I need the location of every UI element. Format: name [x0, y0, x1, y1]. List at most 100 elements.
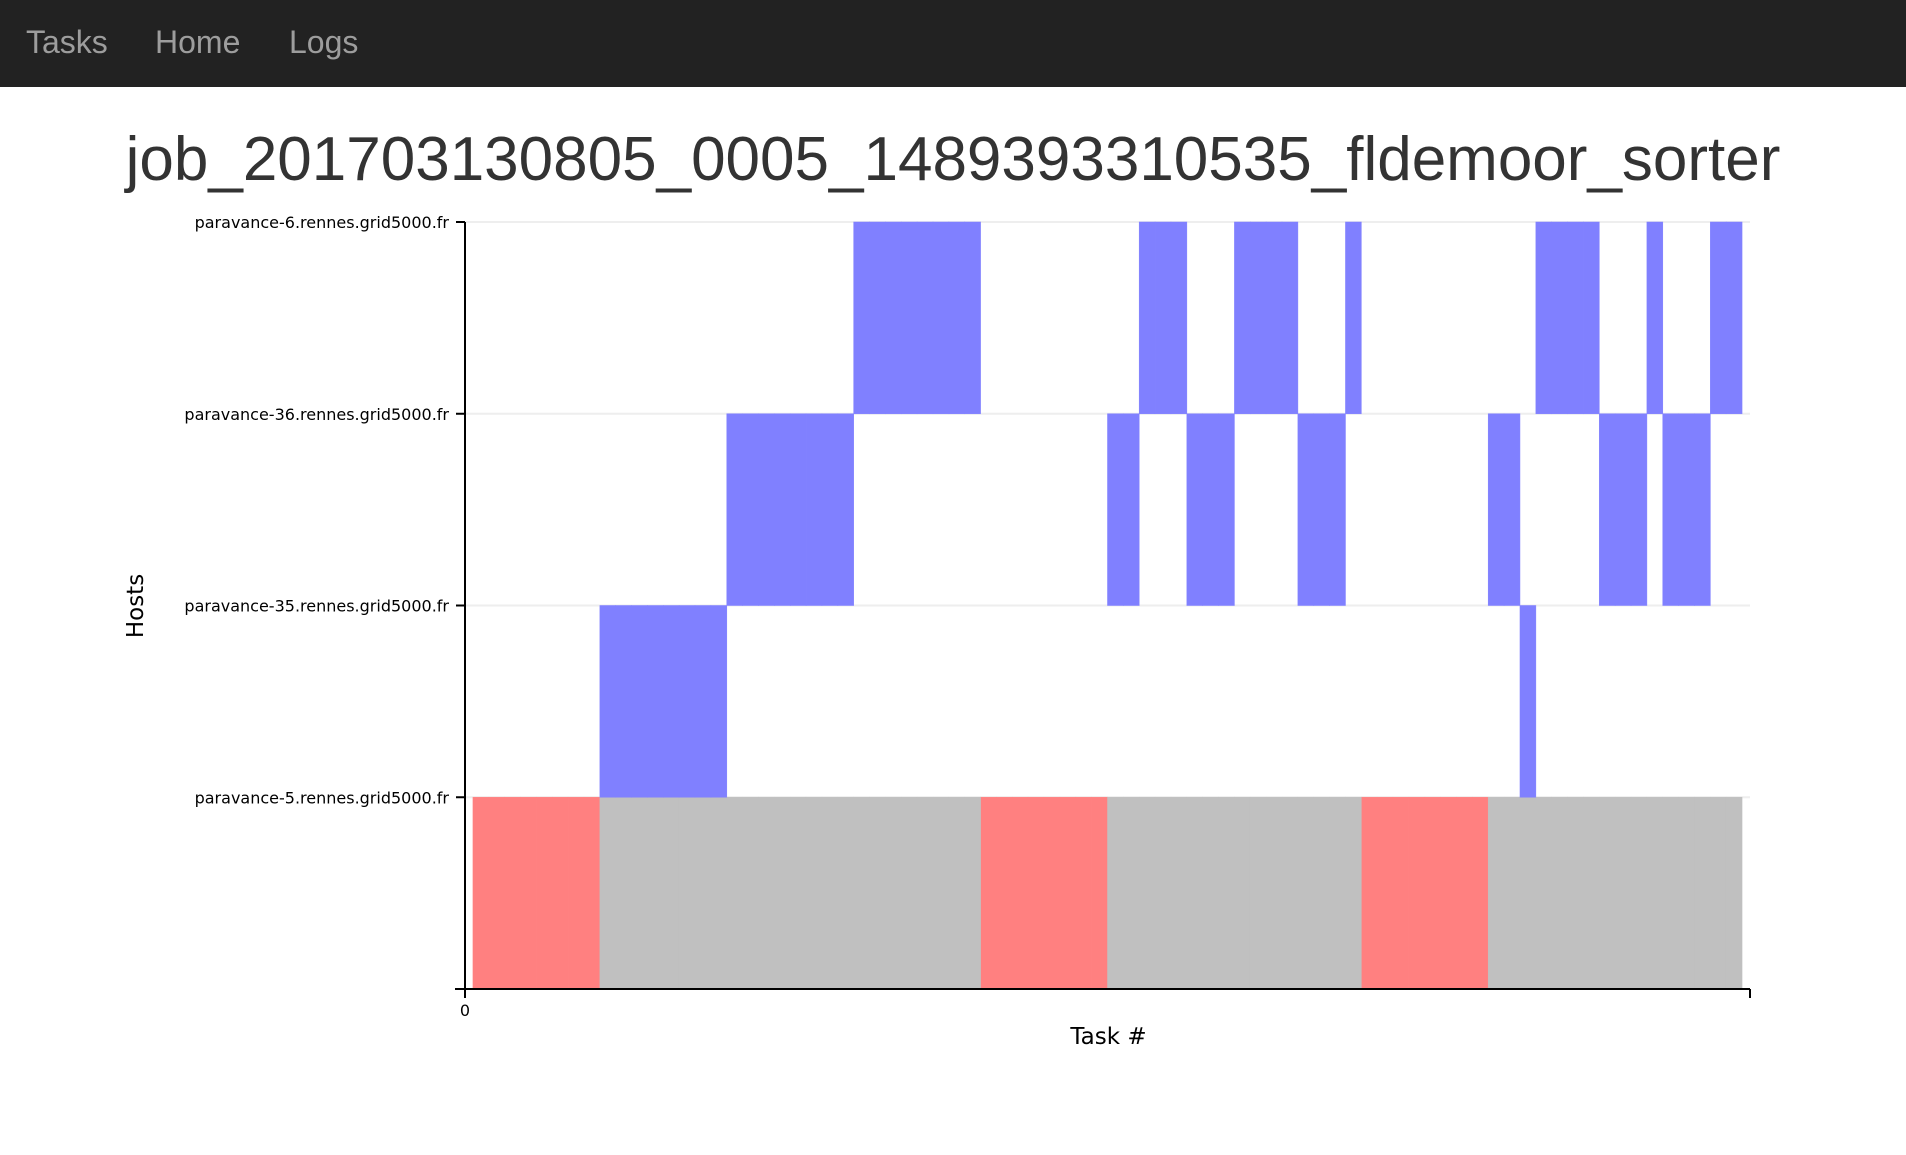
- task-bar: [1059, 796, 1077, 990]
- task-bar: [758, 796, 775, 990]
- task-bar: [1249, 796, 1267, 990]
- task-bar: [1012, 796, 1029, 990]
- task-bar: [1519, 796, 1537, 990]
- task-bar: [710, 605, 728, 798]
- task-bar: [1535, 221, 1552, 415]
- task-bar: [1218, 796, 1235, 990]
- task-bar: [551, 796, 569, 990]
- task-bar: [1075, 796, 1092, 990]
- task-bar: [726, 796, 743, 990]
- task-bar: [900, 221, 918, 415]
- task-bar: [1487, 796, 1505, 990]
- task-bar: [1281, 221, 1299, 415]
- task-bar: [631, 605, 648, 798]
- task-bar: [1503, 413, 1521, 606]
- task-bar: [1329, 413, 1346, 606]
- task-bar: [1154, 221, 1172, 415]
- task-bar: [1630, 796, 1648, 990]
- task-bar: [1265, 796, 1283, 990]
- task-bar: [1551, 221, 1568, 415]
- task-bar: [1614, 796, 1632, 990]
- task-bar: [1043, 796, 1061, 990]
- task-bar: [900, 796, 918, 990]
- y-axis-title: Hosts: [123, 574, 149, 638]
- task-bar: [615, 796, 632, 990]
- task-bar: [853, 221, 870, 415]
- nav-home-link[interactable]: Home: [155, 24, 241, 60]
- task-bar: [1202, 796, 1219, 990]
- task-bar: [504, 796, 521, 990]
- task-bar: [663, 605, 680, 798]
- task-bar: [885, 796, 902, 990]
- task-host-chart: paravance-5.rennes.grid5000.fr paravance-…: [123, 213, 1751, 1050]
- task-bar: [1583, 221, 1600, 415]
- task-bar: [1662, 796, 1679, 990]
- nav-tasks-link[interactable]: Tasks: [26, 24, 108, 60]
- task-bar: [1138, 796, 1156, 990]
- task-bar: [964, 796, 981, 990]
- task-bar: [1662, 413, 1679, 606]
- task-bar: [1361, 796, 1378, 990]
- task-bar: [1313, 413, 1330, 606]
- task-bar: [1408, 796, 1426, 990]
- task-bar: [1456, 796, 1473, 990]
- task-bar: [948, 796, 966, 990]
- task-bar: [1091, 796, 1108, 990]
- task-bar: [1345, 796, 1362, 990]
- task-bar: [1630, 413, 1648, 606]
- task-bar: [774, 796, 791, 990]
- task-bar: [1583, 796, 1600, 990]
- task-bar: [1218, 413, 1235, 606]
- task-bar: [1725, 796, 1743, 990]
- task-bar: [774, 413, 791, 606]
- task-bar: [694, 605, 712, 798]
- task-bar: [980, 796, 997, 990]
- task-bar: [1170, 796, 1188, 990]
- task-bar: [1440, 796, 1457, 990]
- task-bar: [1646, 221, 1664, 415]
- task-bar: [520, 796, 537, 990]
- task-bar: [1519, 605, 1537, 798]
- task-bar: [742, 413, 759, 606]
- task-bar: [805, 796, 823, 990]
- task-bar: [1297, 796, 1315, 990]
- task-bar: [789, 413, 807, 606]
- task-bar: [567, 796, 585, 990]
- task-bar: [1345, 221, 1362, 415]
- task-bar: [1123, 413, 1140, 606]
- task-bar: [1487, 413, 1505, 606]
- task-bar: [678, 605, 696, 798]
- y-tick-label: paravance-5.rennes.grid5000.fr: [195, 788, 450, 807]
- task-bar: [1234, 221, 1251, 415]
- task-bar: [631, 796, 648, 990]
- x-axis-title: Task #: [1069, 1024, 1146, 1050]
- task-bar: [1123, 796, 1140, 990]
- task-bar: [1503, 796, 1521, 990]
- task-bar: [1725, 221, 1743, 415]
- task-bar: [694, 796, 712, 990]
- nav-logs-link[interactable]: Logs: [289, 24, 359, 60]
- task-bar: [821, 413, 839, 606]
- task-bar: [1281, 796, 1299, 990]
- task-bar: [1710, 221, 1727, 415]
- task-bar: [1107, 796, 1124, 990]
- task-bar: [1392, 796, 1410, 990]
- task-bar: [1678, 413, 1695, 606]
- task-bar: [948, 221, 966, 415]
- task-bar: [488, 796, 505, 990]
- task-bar: [805, 413, 823, 606]
- task-bar: [1678, 796, 1695, 990]
- task-bar: [536, 796, 553, 990]
- task-bar: [758, 413, 775, 606]
- task-bar: [1107, 413, 1124, 606]
- task-bar: [1535, 796, 1552, 990]
- task-bar: [583, 796, 601, 990]
- task-bar: [1472, 796, 1489, 990]
- task-bar: [1154, 796, 1172, 990]
- task-bar: [615, 605, 632, 798]
- task-bar: [869, 221, 886, 415]
- task-bar: [885, 221, 902, 415]
- task-bar: [726, 413, 743, 606]
- task-bar: [1313, 796, 1330, 990]
- task-bar: [1249, 221, 1267, 415]
